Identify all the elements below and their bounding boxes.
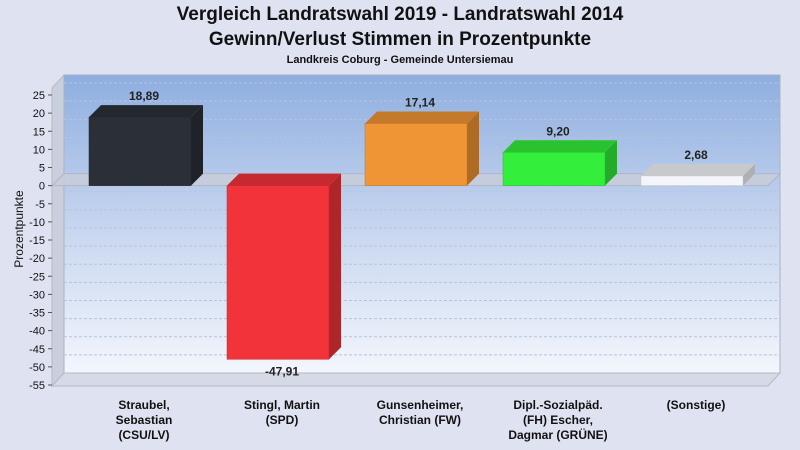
- bar-side: [605, 140, 617, 186]
- y-tick-label: -5: [35, 199, 45, 211]
- bar-front: [364, 123, 468, 186]
- y-tick-label: -30: [29, 289, 45, 301]
- x-tick-label: Christian (FW): [379, 413, 461, 427]
- y-tick-label: -55: [29, 380, 45, 392]
- plot-floor: [50, 372, 782, 387]
- data-label: 9,20: [546, 124, 570, 138]
- bar-front: [502, 152, 606, 186]
- x-tick-label: (CSU/LV): [118, 428, 169, 442]
- x-tick-label: Gunsenheimer,: [377, 398, 464, 412]
- y-tick-label: 5: [39, 163, 45, 175]
- plot-side-wall: [51, 73, 65, 388]
- y-tick-label: 0: [39, 181, 45, 193]
- y-tick-label: -15: [29, 235, 45, 247]
- y-tick-label: -50: [29, 362, 45, 374]
- x-tick-label: (SPD): [266, 413, 299, 427]
- bar-front: [88, 116, 192, 186]
- bar-front: [640, 175, 744, 186]
- x-tick-label: Stingl, Martin: [244, 398, 320, 412]
- data-label: 17,14: [405, 95, 435, 109]
- bar: 2,68: [640, 148, 755, 186]
- bar: -47,91: [226, 173, 341, 378]
- bar-side: [329, 173, 341, 360]
- bar-side: [743, 163, 755, 186]
- bar-front: [226, 185, 330, 360]
- x-tick-label: (FH) Escher,: [523, 413, 593, 427]
- y-tick-label: 25: [33, 90, 45, 102]
- data-label: 18,89: [129, 89, 159, 103]
- data-label: -47,91: [265, 364, 299, 378]
- data-label: 2,68: [684, 148, 708, 162]
- bar-side: [467, 111, 479, 186]
- y-tick-label: -20: [29, 253, 45, 265]
- y-tick-label: -25: [29, 271, 45, 283]
- x-tick-label: Dipl.-Sozialpäd.: [513, 398, 602, 412]
- bar-side: [191, 105, 203, 186]
- x-tick-label: Sebastian: [116, 413, 173, 427]
- y-tick-label: -40: [29, 326, 45, 338]
- bar-top: [365, 111, 479, 124]
- bar-top: [503, 140, 617, 153]
- bar: 18,89: [88, 89, 203, 186]
- x-tick-label: (Sonstige): [667, 398, 726, 412]
- x-tick-label: Dagmar (GRÜNE): [508, 427, 607, 442]
- y-tick-label: 20: [33, 108, 45, 120]
- y-tick-label: 15: [33, 126, 45, 138]
- y-tick-label: 10: [33, 144, 45, 156]
- bar-top: [227, 173, 341, 186]
- y-tick-label: -10: [29, 217, 45, 229]
- chart-subtitle: Gewinn/Verlust Stimmen in Prozentpunkte: [208, 29, 592, 50]
- bar-top: [641, 163, 755, 176]
- x-tick-label: Straubel,: [118, 398, 169, 412]
- chart-title: Vergleich Landratswahl 2019 - Landratswa…: [176, 4, 624, 25]
- bar: 17,14: [364, 95, 479, 186]
- chart-caption: Landkreis Coburg - Gemeinde Untersiemau: [286, 54, 514, 66]
- y-tick-label: -35: [29, 308, 45, 320]
- y-tick-label: -45: [29, 344, 45, 356]
- bar-top: [89, 105, 203, 118]
- bar: 9,20: [502, 124, 617, 186]
